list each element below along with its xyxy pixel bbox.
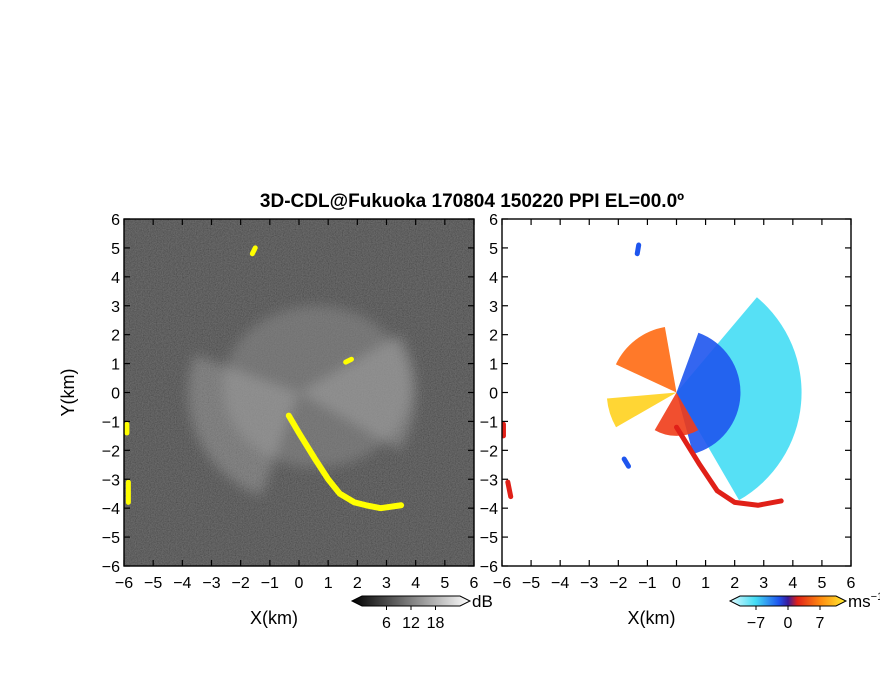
y-tick-label: −6: [480, 559, 498, 576]
y-tick-label: 5: [489, 241, 498, 258]
colorbar-unit: ms−1: [848, 591, 880, 611]
axis-ticks: [501, 218, 852, 567]
x-tick-label: 4: [411, 575, 420, 592]
x-tick-label: −3: [580, 575, 598, 592]
y-tick-label: 3: [489, 299, 498, 316]
tick-labels: −6 −5 −4 −3 −2 −1 0 1 2 3 4 5 6 6 5 4 3 2 1 0 −1 −2 −3 −4 −5 −6: [102, 212, 479, 592]
colorbar-tick-label: −7: [747, 615, 765, 632]
x-tick-label: 0: [672, 575, 681, 592]
x-tick-label: −3: [202, 575, 220, 592]
figure-title: 3D-CDL@Fukuoka 170804 150220 PPI EL=00.0…: [260, 191, 684, 212]
tick-labels: −6 −5 −4 −3 −2 −1 0 1 2 3 4 5 6 6 5 4 3 2 1 0 −1 −2 −3 −4 −5 −6: [480, 212, 856, 592]
y-axis-label: Y(km): [58, 369, 78, 417]
velocity-echo-line: [634, 242, 642, 257]
y-tick-label: −2: [480, 443, 498, 460]
x-tick-label: −5: [522, 575, 540, 592]
y-tick-label: −4: [480, 501, 498, 518]
x-tick-label: 5: [817, 575, 826, 592]
x-axis-label: X(km): [628, 608, 676, 628]
x-tick-label: −4: [551, 575, 569, 592]
y-tick-label: −3: [480, 472, 498, 489]
x-tick-label: −2: [609, 575, 627, 592]
y-tick-label: −1: [480, 414, 498, 431]
x-tick-label: −1: [638, 575, 656, 592]
x-tick-label: 2: [730, 575, 739, 592]
plot-area: [502, 219, 851, 566]
y-tick-label: −5: [102, 530, 120, 547]
velocity-echo-line: [621, 456, 632, 469]
plot-area: [124, 219, 474, 566]
velocity-sector: [654, 392, 699, 436]
reflectivity-bright-sector: [299, 334, 416, 451]
y-tick-label: 3: [111, 299, 120, 316]
y-tick-label: −1: [102, 414, 120, 431]
axis-ticks: [123, 218, 475, 567]
x-axis-label: X(km): [250, 608, 298, 628]
x-tick-label: 3: [382, 575, 391, 592]
x-tick-label: 1: [701, 575, 710, 592]
x-tick-label: −4: [173, 575, 191, 592]
colorbar-bar: [350, 595, 472, 607]
y-tick-label: 4: [111, 270, 120, 287]
y-tick-label: 0: [489, 386, 498, 403]
colorbar-unit-exponent: −1: [871, 591, 880, 603]
x-tick-label: −5: [144, 575, 162, 592]
y-tick-label: −6: [102, 559, 120, 576]
y-tick-label: −4: [102, 501, 120, 518]
colorbar: 6 12 18 dB: [350, 592, 493, 632]
y-tick-label: −2: [102, 443, 120, 460]
colorbar-bar: [728, 595, 848, 607]
velocity-echo-line: [674, 424, 784, 508]
reflectivity-bright-sector: [188, 354, 299, 496]
y-tick-label: 5: [111, 241, 120, 258]
x-tick-label: 2: [353, 575, 362, 592]
reflectivity-yellow-patch: [249, 245, 258, 257]
colorbar-tick-label: 0: [784, 615, 793, 632]
colorbar-tick-label: 18: [427, 615, 445, 632]
x-tick-label: 4: [788, 575, 797, 592]
velocity-panel: −6 −5 −4 −3 −2 −1 0 1 2 3 4 5 6 6 5 4 3 2 1 0 −1 −2 −3 −4 −5 −6 X(…: [480, 212, 880, 632]
reflectivity-panel: −6 −5 −4 −3 −2 −1 0 1 2 3 4 5 66543210−1−2−3−4−5−6X(…: [58, 212, 493, 632]
y-tick-label: −3: [102, 472, 120, 489]
x-tick-label: −1: [261, 575, 279, 592]
y-tick-label: 4: [489, 270, 498, 287]
x-tick-label: 6: [470, 575, 479, 592]
y-tick-label: 2: [489, 328, 498, 345]
x-tick-label: 1: [324, 575, 333, 592]
x-tick-label: 6: [847, 575, 856, 592]
velocity-sector: [615, 327, 677, 393]
y-tick-label: 1: [489, 357, 498, 374]
y-tick-label: 6: [489, 212, 498, 229]
velocity-sector: [606, 392, 677, 428]
velocity-echo-line: [505, 479, 514, 500]
x-tick-label: −2: [232, 575, 250, 592]
reflectivity-yellow-band: [285, 412, 405, 512]
y-tick-label: 6: [111, 212, 120, 229]
y-tick-label: 1: [111, 357, 120, 374]
colorbar: −7 0 7 ms−1: [728, 591, 880, 632]
x-tick-label: 5: [440, 575, 449, 592]
x-tick-label: 0: [295, 575, 304, 592]
y-tick-label: 0: [111, 386, 120, 403]
colorbar-tick-label: 6: [382, 615, 391, 632]
x-tick-label: 3: [759, 575, 768, 592]
reflectivity-yellow-patch: [343, 356, 354, 365]
y-tick-label: 2: [111, 328, 120, 345]
y-tick-label: −5: [480, 530, 498, 547]
colorbar-tick-label: 7: [816, 615, 825, 632]
colorbar-tick-label: 12: [402, 615, 420, 632]
x-tick-label: −6: [493, 575, 511, 592]
colorbar-unit: dB: [472, 592, 493, 611]
x-tick-label: −6: [115, 575, 133, 592]
